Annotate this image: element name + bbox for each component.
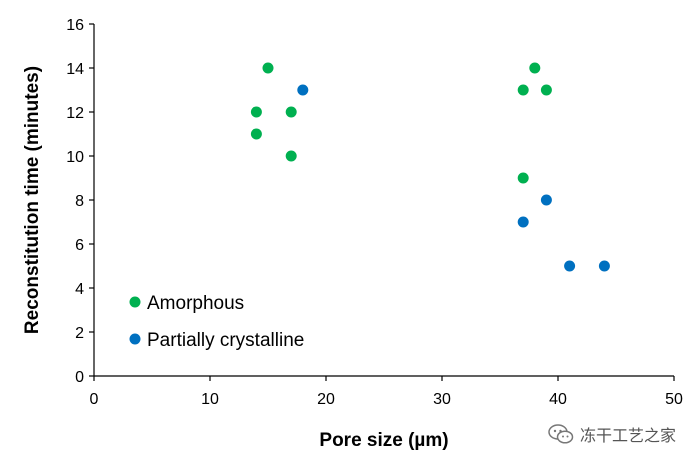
y-tick-label: 10 xyxy=(66,149,84,166)
data-points xyxy=(250,62,610,272)
legend-label-partially-crystalline: Partially crystalline xyxy=(147,330,304,351)
amorphous-point xyxy=(540,84,552,96)
y-tick-label: 6 xyxy=(75,237,84,254)
tick-labels: 0 2 4 6 8 10 12 14 16 0 10 20 30 40 50 xyxy=(66,17,683,408)
x-tick-label: 10 xyxy=(201,391,219,408)
x-tick-label: 50 xyxy=(665,391,683,408)
axes xyxy=(89,23,675,381)
y-tick-label: 16 xyxy=(66,17,84,34)
amorphous-point xyxy=(517,84,529,96)
y-tick-label: 4 xyxy=(75,281,84,298)
y-axis-title: Reconstitution time (minutes) xyxy=(22,66,43,334)
partially-crystalline-point xyxy=(598,260,610,272)
legend-label-amorphous: Amorphous xyxy=(147,293,244,314)
y-tick-label: 2 xyxy=(75,325,84,342)
amorphous-point xyxy=(262,62,274,74)
partially-crystalline-point xyxy=(564,260,576,272)
x-tick-label: 40 xyxy=(549,391,567,408)
legend-marker-partially-crystalline xyxy=(129,333,141,345)
x-tick-label: 30 xyxy=(433,391,451,408)
amorphous-point xyxy=(285,150,297,162)
x-tick-label: 20 xyxy=(317,391,335,408)
y-tick-label: 14 xyxy=(66,61,84,78)
legend-marker-amorphous xyxy=(129,296,141,308)
partially-crystalline-point xyxy=(540,194,552,206)
amorphous-point xyxy=(285,106,297,118)
y-tick-label: 0 xyxy=(75,369,84,386)
x-axis-title: Pore size (µm) xyxy=(319,430,448,451)
y-tick-label: 8 xyxy=(75,193,84,210)
legend: Amorphous Partially crystalline xyxy=(129,293,304,351)
watermark-text: 冻干工艺之家 xyxy=(579,426,676,445)
amorphous-point xyxy=(250,106,262,118)
x-tick-label: 0 xyxy=(90,391,99,408)
wechat-icon xyxy=(548,424,574,444)
amorphous-point xyxy=(250,128,262,140)
partially-crystalline-point xyxy=(297,84,309,96)
amorphous-point xyxy=(529,62,541,74)
partially-crystalline-point xyxy=(517,216,529,228)
y-tick-label: 12 xyxy=(66,105,84,122)
amorphous-point xyxy=(517,172,529,184)
watermark: 冻干工艺之家 xyxy=(548,422,676,446)
